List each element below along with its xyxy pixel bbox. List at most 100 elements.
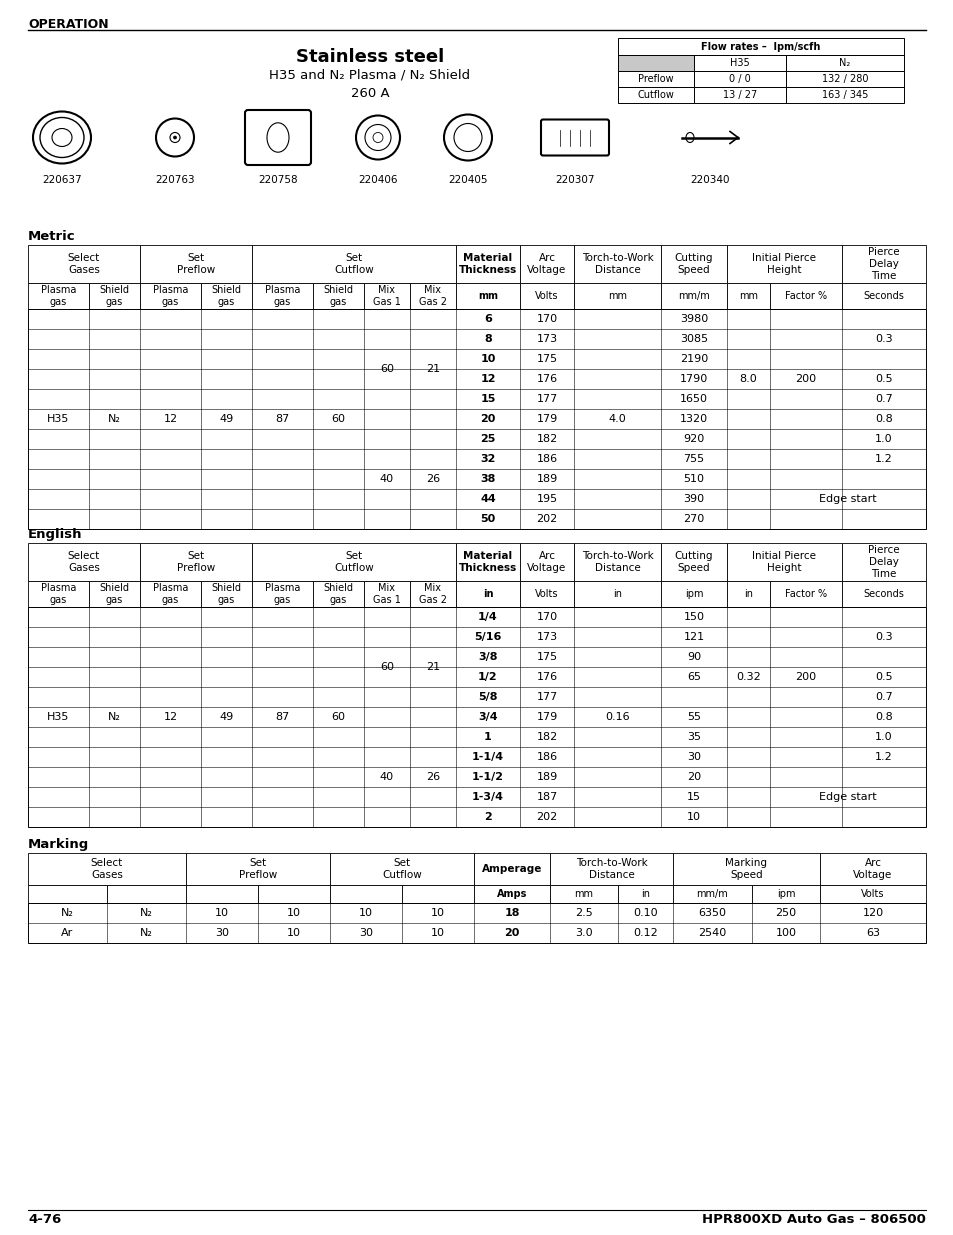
Text: 10: 10	[686, 811, 700, 823]
Text: 30: 30	[214, 927, 229, 939]
Bar	[785, 70, 903, 86]
Bar	[330, 853, 474, 885]
Text: Initial Pierce
Height: Initial Pierce Height	[752, 253, 816, 275]
Bar	[519, 580, 574, 606]
Text: 189: 189	[536, 772, 558, 782]
Text: Shield
gas: Shield gas	[323, 285, 354, 306]
Text: 87: 87	[275, 414, 290, 424]
Text: 0.5: 0.5	[874, 672, 892, 682]
Bar	[660, 283, 726, 309]
Bar	[618, 38, 903, 56]
Text: 15: 15	[479, 394, 496, 404]
Text: Mix
Gas 2: Mix Gas 2	[418, 285, 447, 306]
Bar	[519, 543, 574, 580]
Bar	[252, 245, 456, 283]
Bar	[550, 885, 618, 903]
Text: Select
Gases: Select Gases	[68, 253, 100, 275]
Text: HPR800XD Auto Gas – 806500: HPR800XD Auto Gas – 806500	[701, 1213, 925, 1226]
Bar	[820, 885, 925, 903]
Bar	[364, 283, 410, 309]
Bar	[252, 580, 313, 606]
Text: 49: 49	[219, 414, 233, 424]
Text: 2: 2	[483, 811, 492, 823]
Text: mm/m: mm/m	[696, 889, 727, 899]
Text: 220637: 220637	[42, 175, 82, 185]
Text: Ar: Ar	[61, 927, 73, 939]
Text: 1.2: 1.2	[874, 752, 892, 762]
Text: ipm: ipm	[684, 589, 702, 599]
Bar	[140, 283, 201, 309]
Text: 100: 100	[775, 927, 796, 939]
Text: 20: 20	[479, 414, 496, 424]
Text: Set
Preflow: Set Preflow	[176, 253, 214, 275]
Bar	[474, 853, 550, 885]
Text: Factor %: Factor %	[784, 291, 826, 301]
Text: OPERATION: OPERATION	[28, 19, 109, 31]
Text: 182: 182	[536, 433, 558, 445]
Text: 0 / 0: 0 / 0	[728, 74, 750, 84]
Text: 175: 175	[536, 652, 557, 662]
Text: 49: 49	[219, 713, 233, 722]
Bar	[574, 245, 660, 283]
Text: 10: 10	[431, 908, 444, 918]
Bar	[140, 245, 252, 283]
Text: 5/16: 5/16	[474, 632, 501, 642]
Text: mm: mm	[739, 291, 758, 301]
Text: 60: 60	[379, 662, 394, 672]
Bar	[28, 580, 89, 606]
Text: 65: 65	[686, 672, 700, 682]
Bar	[519, 283, 574, 309]
Text: 220406: 220406	[358, 175, 397, 185]
Text: 170: 170	[536, 314, 557, 324]
Text: Plasma
gas: Plasma gas	[265, 583, 300, 605]
Text: 755: 755	[682, 454, 704, 464]
Text: Set
Preflow: Set Preflow	[238, 858, 276, 879]
Bar	[693, 56, 785, 70]
Text: 0.8: 0.8	[874, 414, 892, 424]
Text: Plasma
gas: Plasma gas	[152, 583, 188, 605]
Text: Torch-to-Work
Distance: Torch-to-Work Distance	[581, 551, 653, 573]
Bar	[313, 283, 364, 309]
Text: 60: 60	[331, 713, 345, 722]
Text: 1-3/4: 1-3/4	[472, 792, 503, 802]
Text: 173: 173	[536, 632, 557, 642]
Text: 202: 202	[536, 811, 558, 823]
Text: Set
Cutflow: Set Cutflow	[334, 253, 374, 275]
Text: 920: 920	[682, 433, 704, 445]
Bar	[785, 56, 903, 70]
Text: 2190: 2190	[679, 354, 707, 364]
Text: N₂: N₂	[61, 908, 74, 918]
Text: 202: 202	[536, 514, 558, 524]
Text: 20: 20	[504, 927, 519, 939]
Text: Set
Cutflow: Set Cutflow	[382, 858, 421, 879]
Text: Edge start: Edge start	[819, 494, 876, 504]
Text: N₂: N₂	[140, 908, 152, 918]
Text: Shield
gas: Shield gas	[212, 285, 241, 306]
Text: N₂: N₂	[839, 58, 850, 68]
Text: Initial Pierce
Height: Initial Pierce Height	[752, 551, 816, 573]
Text: 50: 50	[480, 514, 496, 524]
Text: ipm: ipm	[776, 889, 795, 899]
Bar	[574, 580, 660, 606]
Bar	[186, 853, 330, 885]
Text: Shield
gas: Shield gas	[99, 285, 130, 306]
Text: 26: 26	[425, 772, 439, 782]
Text: 10: 10	[214, 908, 229, 918]
Text: 6350: 6350	[698, 908, 726, 918]
Bar	[474, 885, 550, 903]
Text: 32: 32	[479, 454, 496, 464]
Bar	[820, 853, 925, 885]
Text: mm: mm	[477, 291, 497, 301]
Text: 5/8: 5/8	[477, 692, 497, 701]
Text: 186: 186	[536, 454, 557, 464]
Text: Marking: Marking	[28, 839, 90, 851]
Bar	[574, 283, 660, 309]
Text: 189: 189	[536, 474, 558, 484]
Text: 173: 173	[536, 333, 557, 345]
Text: mm: mm	[607, 291, 626, 301]
Text: 4.0: 4.0	[608, 414, 626, 424]
Text: 220758: 220758	[258, 175, 297, 185]
Text: Set
Preflow: Set Preflow	[176, 551, 214, 573]
Text: Amps: Amps	[497, 889, 527, 899]
Text: 176: 176	[536, 672, 557, 682]
